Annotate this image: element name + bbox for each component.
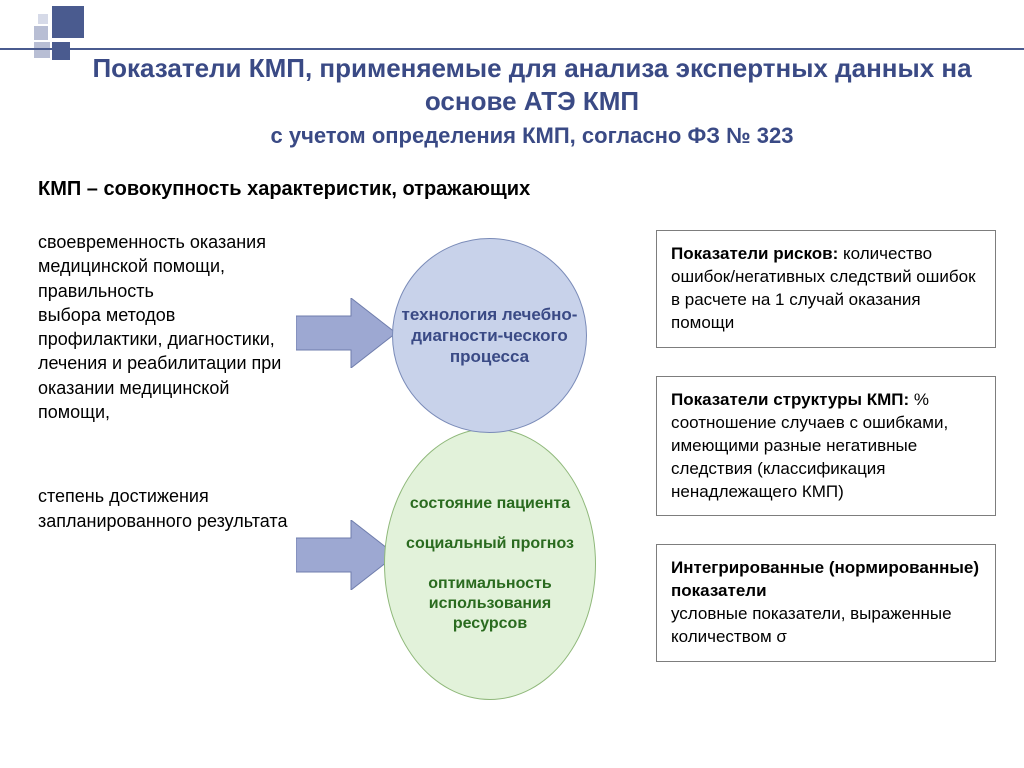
left-block-1: своевременность оказания медицинской пом… (38, 230, 288, 424)
left-column: своевременность оказания медицинской пом… (38, 230, 288, 533)
right-column: Показатели рисков: количество ошибок/нег… (656, 230, 996, 662)
left-block-2: степень достижения запланированного резу… (38, 484, 288, 533)
box-integrated: Интегрированные (нормированные) показате… (656, 544, 996, 662)
box-structure: Показатели структуры КМП: % соотношение … (656, 376, 996, 517)
title-line-2: с учетом определения КМП, согласно ФЗ № … (80, 123, 984, 149)
box-integrated-body: условные показатели, выраженные количест… (671, 604, 952, 646)
slide-title: Показатели КМП, применяемые для анализа … (80, 52, 984, 149)
title-line-1: Показатели КМП, применяемые для анализа … (80, 52, 984, 117)
box-structure-title: Показатели структуры КМП: (671, 390, 909, 409)
arrow-2 (296, 520, 396, 590)
center-ellipse-outcome: состояние пациента социальный прогноз оп… (384, 428, 596, 700)
box-integrated-title: Интегрированные (нормированные) показате… (671, 558, 979, 600)
center-circle-process: технология лечебно-диагности-ческого про… (392, 238, 587, 433)
circle2-row-2: социальный прогноз (396, 534, 584, 554)
arrow-1 (296, 298, 396, 368)
box-risks: Показатели рисков: количество ошибок/нег… (656, 230, 996, 348)
circle2-row-1: состояние пациента (400, 494, 580, 514)
circle2-row-3: оптимальность использования ресурсов (385, 574, 595, 634)
box-risks-title: Показатели рисков: (671, 244, 838, 263)
subtitle: КМП – совокупность характеристик, отража… (38, 178, 530, 201)
title-divider (0, 48, 1024, 50)
circle1-text: технология лечебно-диагности-ческого про… (393, 304, 586, 368)
